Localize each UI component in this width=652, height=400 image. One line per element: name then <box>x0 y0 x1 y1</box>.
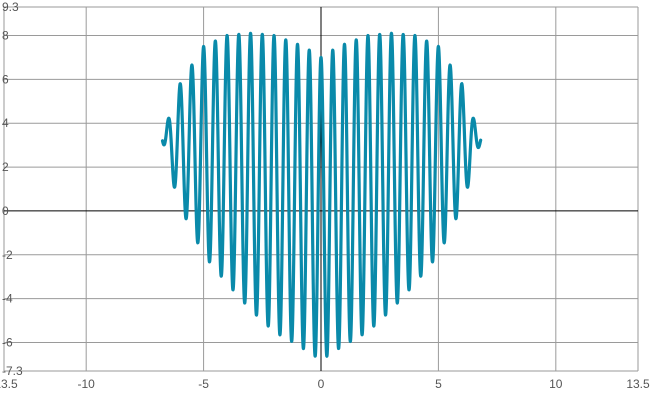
x-tick-label: 13.5 <box>626 377 650 391</box>
x-tick-label: 0 <box>318 377 325 391</box>
x-tick-label: -13.5 <box>0 377 18 391</box>
y-tick-label: 8 <box>2 29 9 43</box>
x-tick-label: -10 <box>78 377 96 391</box>
y-tick-label: 6 <box>2 72 9 86</box>
y-tick-label: -6 <box>2 335 13 349</box>
heart-curve-series <box>160 31 483 358</box>
y-tick-label: 2 <box>2 160 9 174</box>
y-tick-label: -2 <box>2 248 13 262</box>
tick-labels: -13.5 -10 -5 0 5 10 13.5 -7.3 -6 -4 -2 0 2 4 6 8 9.3 <box>0 0 650 391</box>
x-tick-label: -5 <box>198 377 209 391</box>
x-tick-label: 5 <box>435 377 442 391</box>
x-tick-label: 10 <box>549 377 563 391</box>
curve-layer <box>160 31 483 358</box>
y-tick-label: -7.3 <box>2 364 23 378</box>
y-tick-label: 0 <box>2 204 9 218</box>
y-tick-label: 4 <box>2 116 9 130</box>
y-tick-label: -4 <box>2 292 13 306</box>
y-tick-label: 9.3 <box>2 0 19 14</box>
